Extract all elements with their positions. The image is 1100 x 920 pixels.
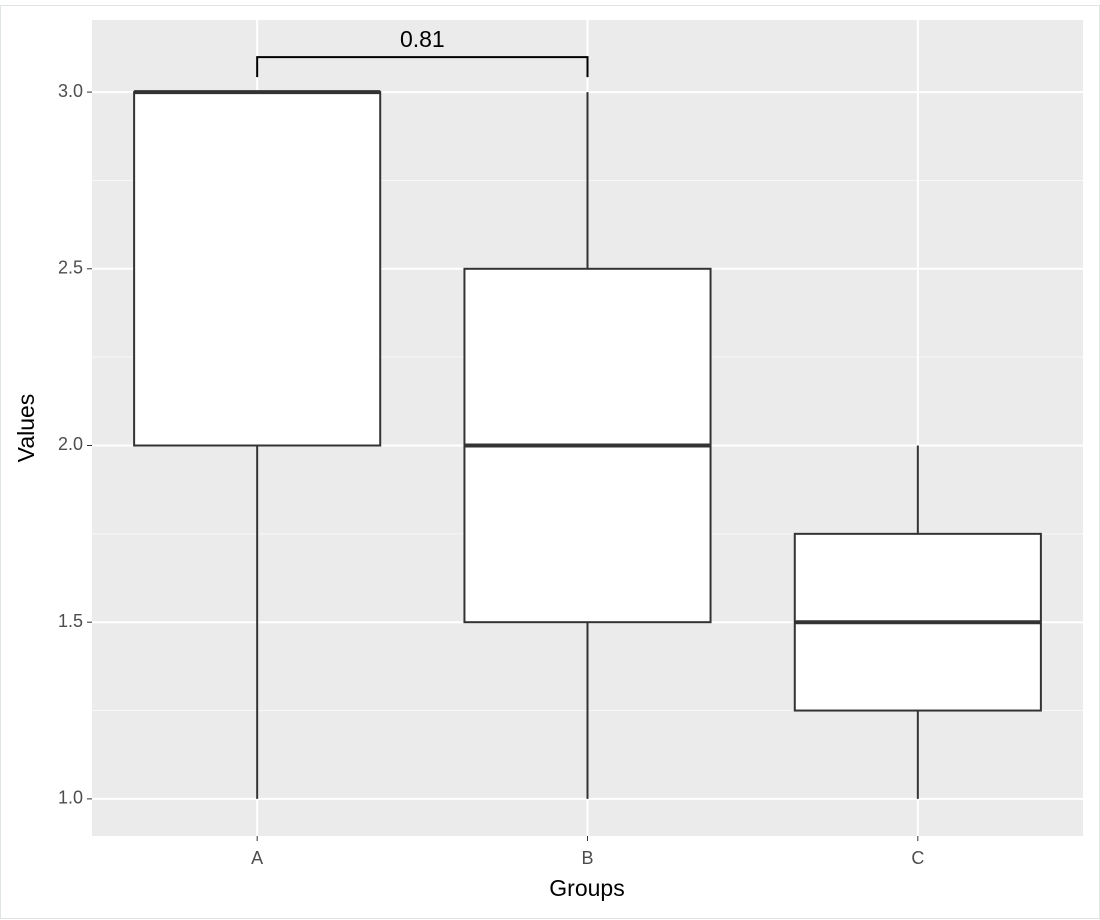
y-tick-label: 3.0 <box>58 81 83 101</box>
y-tick-label: 2.5 <box>58 258 83 278</box>
x-tick-label: A <box>251 848 263 868</box>
x-axis-title: Groups <box>549 875 624 901</box>
y-axis-title: Values <box>13 394 39 463</box>
marks: 0.81 <box>133 26 1042 799</box>
y-tick-label: 1.5 <box>58 611 83 631</box>
y-tick-label: 1.0 <box>58 788 83 808</box>
comparison-label: 0.81 <box>400 26 445 52</box>
y-tick-label: 2.0 <box>58 434 83 454</box>
box <box>133 91 382 447</box>
x-tick-label: C <box>911 848 924 868</box>
comparison-bracket <box>256 56 589 78</box>
x-tick-label: B <box>581 848 593 868</box>
